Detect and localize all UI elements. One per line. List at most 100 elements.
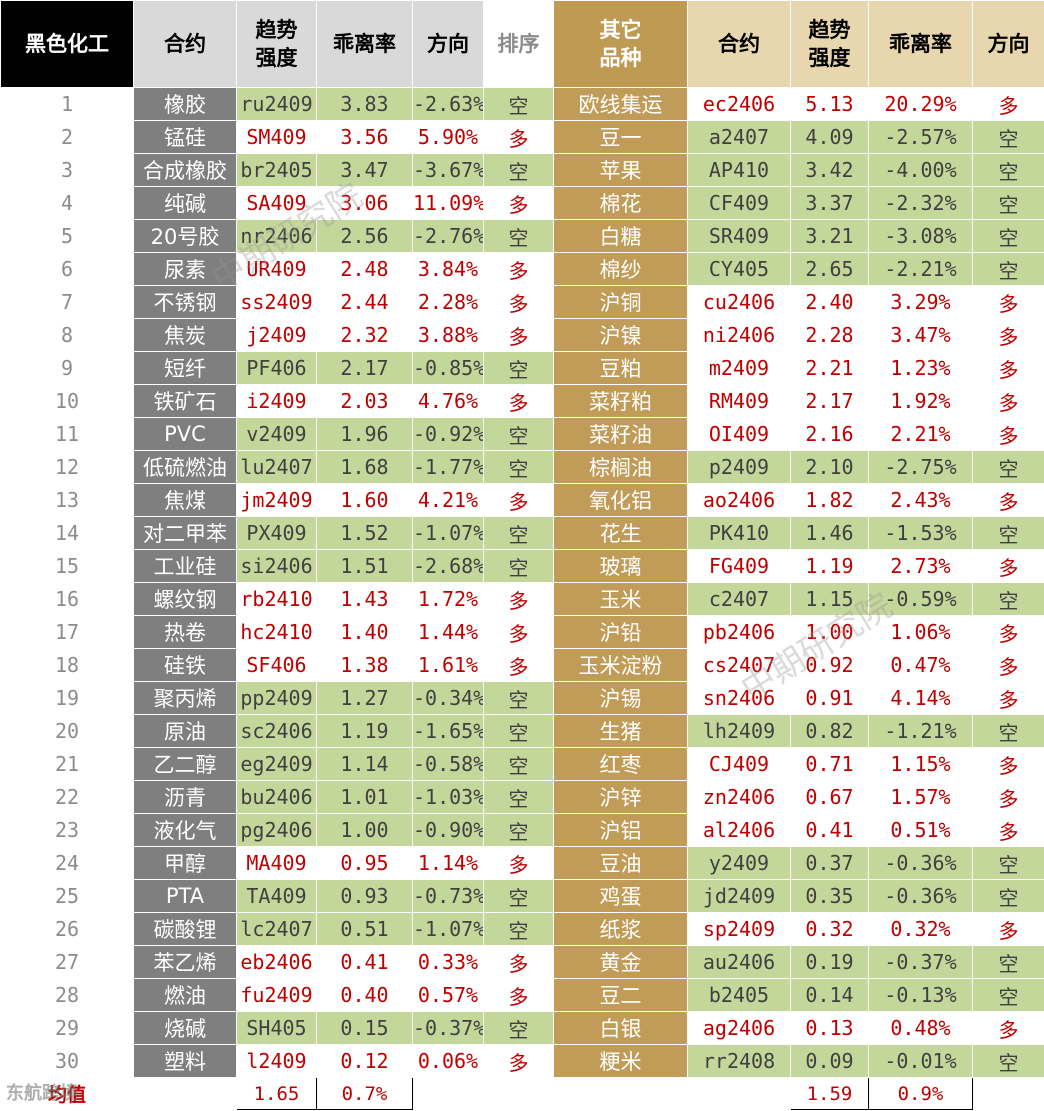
direction: 空 (483, 549, 554, 583)
rank: 20 (0, 714, 134, 748)
direction: 多 (972, 615, 1044, 649)
contract: bu2406 (236, 780, 317, 814)
contract: rr2408 (687, 1044, 791, 1078)
category-name: 纸浆 (553, 912, 688, 946)
direction: 空 (972, 219, 1044, 253)
deviation: -1.53% (868, 516, 973, 550)
trend-strength: 2.17 (316, 351, 413, 385)
rank: 3 (0, 153, 134, 187)
trend-strength: 3.56 (316, 120, 413, 154)
category-name: 苯乙烯 (133, 945, 237, 979)
category-name: 沪锌 (553, 780, 688, 814)
rank: 22 (0, 780, 134, 814)
data-row: 19 聚丙烯 pp2409 1.27 -0.34% 空沪锡 sn2406 0.91 4.14% 多 (0, 681, 1044, 715)
contract: PF406 (236, 351, 317, 385)
contract: SH405 (236, 1011, 317, 1045)
deviation: 1.23% (868, 351, 973, 385)
direction: 多 (972, 417, 1044, 451)
deviation: -0.73% (412, 879, 484, 913)
data-row: 2 锰硅 SM409 3.56 5.90% 多豆一 a2407 4.09 -2.57% 空 (0, 120, 1044, 154)
category-name: 豆一 (553, 120, 688, 154)
rank: 25 (0, 879, 134, 913)
trend-strength: 1.43 (316, 582, 413, 616)
trend-strength: 0.93 (316, 879, 413, 913)
footer-empty (483, 1077, 554, 1110)
deviation: 0.47% (868, 648, 973, 682)
direction: 空 (972, 846, 1044, 880)
deviation: 1.57% (868, 780, 973, 814)
direction: 多 (972, 912, 1044, 946)
deviation: 3.29% (868, 285, 973, 319)
direction: 空 (972, 879, 1044, 913)
contract: cu2406 (687, 285, 791, 319)
deviation: 4.14% (868, 681, 973, 715)
contract: ni2406 (687, 318, 791, 352)
trend-strength: 2.56 (316, 219, 413, 253)
footer-label: 均值 (0, 1077, 134, 1110)
direction: 空 (483, 351, 554, 385)
category-name: 尿素 (133, 252, 237, 286)
trend-strength: 1.46 (790, 516, 869, 550)
contract: pg2406 (236, 813, 317, 847)
contract: ss2409 (236, 285, 317, 319)
direction: 空 (972, 516, 1044, 550)
trend-strength: 2.44 (316, 285, 413, 319)
direction: 空 (483, 516, 554, 550)
trend-strength: 1.38 (316, 648, 413, 682)
direction: 多 (483, 648, 554, 682)
contract: cs2407 (687, 648, 791, 682)
trend-strength: 1.68 (316, 450, 413, 484)
header-cell: 黑色化工 (0, 0, 134, 88)
category-name: 豆油 (553, 846, 688, 880)
category-name: 沪铅 (553, 615, 688, 649)
direction: 多 (972, 384, 1044, 418)
trend-strength: 1.00 (790, 615, 869, 649)
contract: ao2406 (687, 483, 791, 517)
trend-strength: 3.83 (316, 87, 413, 121)
category-name: 苹果 (553, 153, 688, 187)
footer-value: 0.9% (868, 1077, 973, 1110)
contract: jd2409 (687, 879, 791, 913)
contract: CF409 (687, 186, 791, 220)
deviation: 4.21% (412, 483, 484, 517)
trend-strength: 2.32 (316, 318, 413, 352)
category-name: 玉米 (553, 582, 688, 616)
trend-strength: 1.00 (316, 813, 413, 847)
trend-strength: 1.52 (316, 516, 413, 550)
contract: RM409 (687, 384, 791, 418)
category-name: 乙二醇 (133, 747, 237, 781)
contract: y2409 (687, 846, 791, 880)
category-name: 沪铝 (553, 813, 688, 847)
trend-strength: 3.47 (316, 153, 413, 187)
direction: 空 (483, 219, 554, 253)
category-name: 沪铜 (553, 285, 688, 319)
trend-strength: 0.82 (790, 714, 869, 748)
rank: 16 (0, 582, 134, 616)
deviation: 1.72% (412, 582, 484, 616)
deviation: -1.21% (868, 714, 973, 748)
category-name: 短纤 (133, 351, 237, 385)
data-row: 30 塑料 l2409 0.12 0.06% 多粳米 rr2408 0.09 -0.01% 空 (0, 1044, 1044, 1078)
deviation: -1.07% (412, 516, 484, 550)
trend-strength: 0.71 (790, 747, 869, 781)
contract: hc2410 (236, 615, 317, 649)
direction: 空 (972, 582, 1044, 616)
trend-strength: 0.14 (790, 978, 869, 1012)
category-name: 黄金 (553, 945, 688, 979)
direction: 空 (483, 714, 554, 748)
header-cell: 乖离率 (316, 0, 413, 88)
rank: 10 (0, 384, 134, 418)
category-name: 红枣 (553, 747, 688, 781)
deviation: -0.37% (412, 1011, 484, 1045)
contract: p2409 (687, 450, 791, 484)
data-row: 5 20号胶 nr2406 2.56 -2.76% 空白糖 SR409 3.21 -3.08% 空 (0, 219, 1044, 253)
data-row: 14 对二甲苯 PX409 1.52 -1.07% 空花生 PK410 1.46 -1.53% 空 (0, 516, 1044, 550)
trend-strength: 3.37 (790, 186, 869, 220)
data-row: 12 低硫燃油 lu2407 1.68 -1.77% 空棕榈油 p2409 2.10 -2.75… (0, 450, 1044, 484)
rank: 21 (0, 747, 134, 781)
data-row: 25 PTA TA409 0.93 -0.73% 空鸡蛋 jd2409 0.35 -0.36% 空 (0, 879, 1044, 913)
contract: CJ409 (687, 747, 791, 781)
deviation: -3.67% (412, 153, 484, 187)
header-cell: 合约 (687, 0, 791, 88)
